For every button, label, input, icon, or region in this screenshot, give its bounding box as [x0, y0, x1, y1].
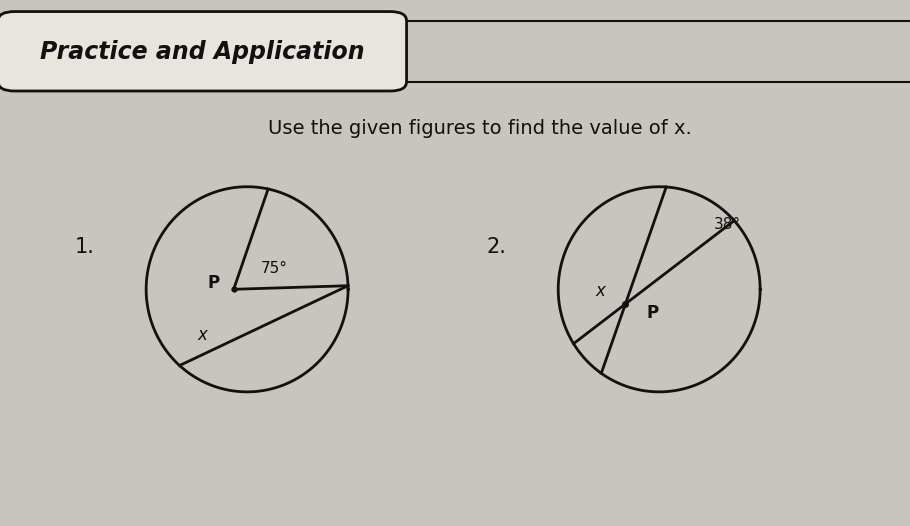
Text: x: x	[595, 282, 605, 300]
Text: 75°: 75°	[260, 261, 288, 276]
Text: 38°: 38°	[713, 217, 741, 232]
Text: P: P	[646, 305, 659, 322]
Text: P: P	[207, 274, 220, 292]
Text: Use the given figures to find the value of x.: Use the given figures to find the value …	[268, 119, 692, 138]
Text: 2.: 2.	[487, 237, 507, 257]
Text: x: x	[197, 326, 207, 343]
Text: 1.: 1.	[75, 237, 95, 257]
FancyBboxPatch shape	[0, 12, 407, 91]
Text: Practice and Application: Practice and Application	[40, 39, 365, 64]
